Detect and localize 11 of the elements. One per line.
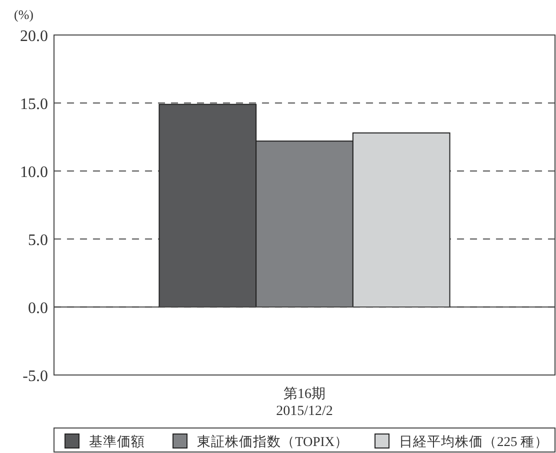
legend-label: 日経平均株価（225 種）	[399, 434, 549, 449]
y-tick-label: 20.0	[20, 28, 48, 45]
y-tick-label: 15.0	[20, 96, 48, 113]
y-tick-label: 0.0	[28, 300, 48, 317]
legend-label: 基準価額	[89, 434, 145, 449]
x-tick-label: 第16期 2015/12/2	[276, 386, 333, 419]
y-tick-label: 5.0	[28, 232, 48, 249]
legend-label: 東証株価指数（TOPIX）	[197, 434, 349, 449]
y-tick-label: 10.0	[20, 164, 48, 181]
y-axis-title: (%)	[14, 7, 34, 22]
y-tick-label: -5.0	[22, 368, 48, 385]
